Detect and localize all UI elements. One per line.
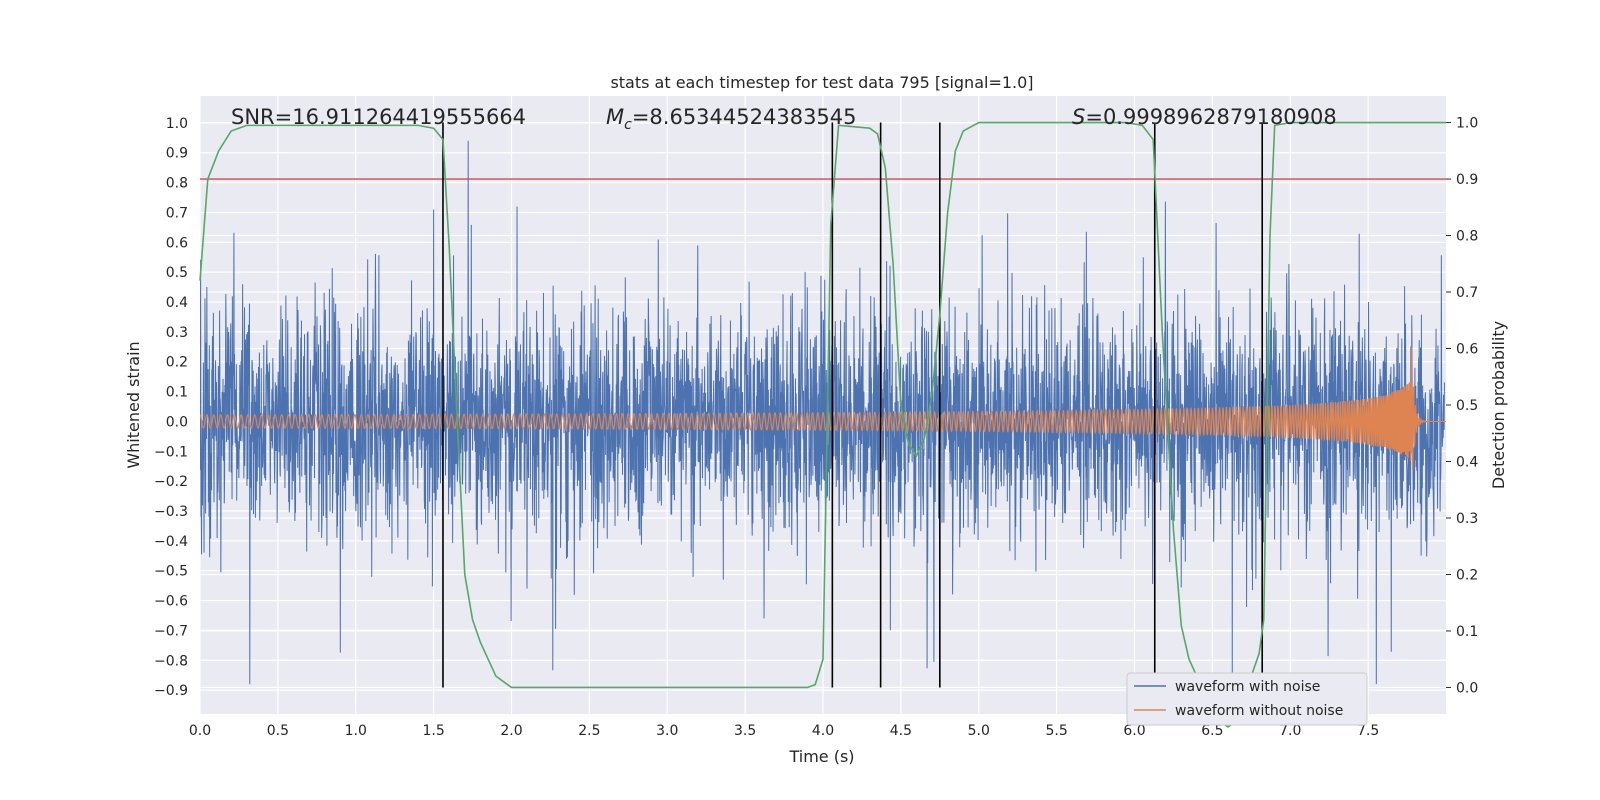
y-tick-label: 0.9 xyxy=(166,146,188,162)
y2-tick-label: 0.9 xyxy=(1456,172,1478,188)
snr-annotation: SNR=16.911264419555664 xyxy=(231,105,526,129)
y-tick-label: 0.6 xyxy=(166,235,188,251)
y-tick-label: −0.2 xyxy=(154,474,188,490)
x-tick-label: 4.0 xyxy=(812,723,834,739)
x-tick-label: 6.5 xyxy=(1201,723,1223,739)
x-axis-label: Time (s) xyxy=(788,747,854,766)
chart-title: stats at each timestep for test data 795… xyxy=(610,73,1033,92)
legend-label-with-noise: waveform with noise xyxy=(1175,679,1320,695)
y-tick-label: 0.3 xyxy=(166,325,188,341)
legend-box xyxy=(1126,672,1368,726)
x-tick-label: 3.0 xyxy=(656,723,678,739)
x-tick-label: 6.0 xyxy=(1123,723,1145,739)
vertical-lines xyxy=(442,122,1264,688)
y2-tick-label: 0.6 xyxy=(1456,342,1478,358)
y2-tick-label: 0.7 xyxy=(1456,285,1478,301)
chirp-mass-annotation: Mc=8.65344524383545 xyxy=(606,105,857,133)
y2-tick-labels: 1.0 0.9 0.8 0.7 0.6 0.5 0.4 0.3 0.2 0.1 0.0 xyxy=(1446,116,1478,696)
y2-axis-label: Detection probability xyxy=(1489,321,1508,489)
y-axis-label: Whitened strain xyxy=(124,341,143,468)
y-tick-label: −0.9 xyxy=(154,683,188,699)
y2-tick-label: 0.5 xyxy=(1456,398,1478,414)
x-tick-label: 5.0 xyxy=(968,723,990,739)
y-tick-label: 0.0 xyxy=(166,414,188,430)
y-tick-label: −0.1 xyxy=(154,444,188,460)
x-tick-label: 2.0 xyxy=(500,723,522,739)
x-tick-label: 3.5 xyxy=(734,723,756,739)
x-tick-label: 2.5 xyxy=(578,723,600,739)
x-tick-label: 7.5 xyxy=(1357,723,1379,739)
y2-tick-label: 0.8 xyxy=(1456,229,1478,245)
y-tick-label: −0.7 xyxy=(154,623,188,639)
y-tick-label: 0.1 xyxy=(166,385,188,401)
y2-tick-label: 0.0 xyxy=(1456,680,1478,696)
legend: waveform with noise waveform without noi… xyxy=(1126,672,1368,726)
y2-tick-label: 0.4 xyxy=(1456,454,1478,470)
y2-tick-label: 0.3 xyxy=(1456,511,1478,527)
y-tick-label: 1.0 xyxy=(166,116,188,132)
y-tick-label: −0.3 xyxy=(154,504,188,520)
x-tick-label: 7.0 xyxy=(1279,723,1301,739)
score-annotation: S=0.9998962879180908 xyxy=(1072,105,1337,129)
x-tick-labels: 0.0 0.5 1.0 1.5 2.0 2.5 3.0 3.5 4.0 4.5 5.0 5.5 6.0 6… xyxy=(189,723,1379,739)
y-tick-label: 0.4 xyxy=(166,295,188,311)
y-tick-label: 0.5 xyxy=(166,265,188,281)
y2-tick-label: 0.1 xyxy=(1456,624,1478,640)
y2-tick-label: 0.2 xyxy=(1456,567,1478,583)
y-tick-label: −0.4 xyxy=(154,534,188,550)
y-tick-label: 0.2 xyxy=(166,355,188,371)
x-tick-label: 1.5 xyxy=(422,723,444,739)
y-tick-label: −0.6 xyxy=(154,594,188,610)
x-tick-label: 5.5 xyxy=(1045,723,1067,739)
x-tick-label: 1.0 xyxy=(345,723,367,739)
x-tick-label: 0.0 xyxy=(189,723,211,739)
y-tick-label: 0.8 xyxy=(166,176,188,192)
y2-tick-label: 1.0 xyxy=(1456,116,1478,132)
series-waveform-with-noise xyxy=(200,140,1445,685)
x-tick-label: 0.5 xyxy=(267,723,289,739)
x-tick-label: 4.5 xyxy=(890,723,912,739)
y-tick-labels: 1.0 0.9 0.8 0.7 0.6 0.5 0.4 0.3 0.2 0.1 0.0 −0.1 −0.… xyxy=(154,116,188,699)
y-tick-label: −0.8 xyxy=(154,653,188,669)
y-tick-label: −0.5 xyxy=(154,564,188,580)
y-tick-label: 0.7 xyxy=(166,205,188,221)
series-waveform-without-noise xyxy=(200,346,1446,471)
legend-label-without-noise: waveform without noise xyxy=(1175,703,1343,719)
